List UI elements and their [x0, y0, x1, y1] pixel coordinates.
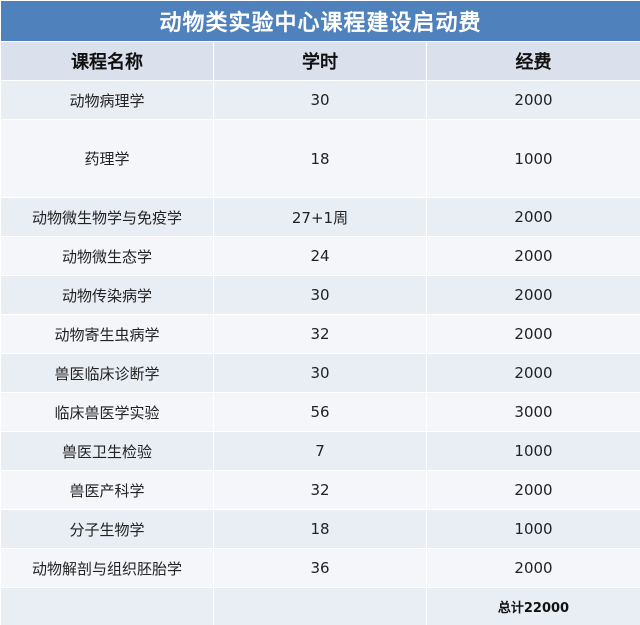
cost-cell: 1000: [426, 509, 640, 549]
table-row: 药理学 18 1000: [0, 119, 640, 198]
table-row: 动物传染病学 30 2000: [0, 275, 640, 315]
cost-cell: 2000: [426, 275, 640, 315]
course-name-cell: 动物病理学: [0, 80, 214, 120]
cost-cell: 2000: [426, 80, 640, 120]
cost-cell: 2000: [426, 197, 640, 237]
table-row: 动物微生态学 24 2000: [0, 236, 640, 276]
course-name-cell: 动物传染病学: [0, 275, 214, 315]
table-row: 兽医临床诊断学 30 2000: [0, 353, 640, 393]
header-course-name: 课程名称: [0, 41, 214, 81]
table-row: 动物解剖与组织胚胎学 36 2000: [0, 548, 640, 588]
course-name-cell: 动物微生物学与免疫学: [0, 197, 214, 237]
hours-cell: 32: [213, 470, 427, 510]
total-cost-cell: 总计22000: [426, 587, 640, 625]
hours-cell: 36: [213, 548, 427, 588]
table-row: 临床兽医学实验 56 3000: [0, 392, 640, 432]
table-row: 兽医卫生检验 7 1000: [0, 431, 640, 471]
course-name-cell: 分子生物学: [0, 509, 214, 549]
course-name-cell: 动物寄生虫病学: [0, 314, 214, 354]
hours-cell: 30: [213, 353, 427, 393]
course-name-cell: 动物微生态学: [0, 236, 214, 276]
header-cost: 经费: [426, 41, 640, 81]
cost-cell: 2000: [426, 236, 640, 276]
hours-cell: 7: [213, 431, 427, 471]
cost-cell: 1000: [426, 431, 640, 471]
cost-cell: 2000: [426, 353, 640, 393]
hours-cell: 30: [213, 275, 427, 315]
cost-cell: 2000: [426, 314, 640, 354]
course-name-cell: 药理学: [0, 119, 214, 198]
hours-cell: 18: [213, 119, 427, 198]
table-row: 动物微生物学与免疫学 27+1周 2000: [0, 197, 640, 237]
cost-cell: 3000: [426, 392, 640, 432]
course-name-cell: 动物解剖与组织胚胎学: [0, 548, 214, 588]
table-row: 分子生物学 18 1000: [0, 509, 640, 549]
hours-cell: 18: [213, 509, 427, 549]
header-row: 课程名称 学时 经费: [0, 41, 640, 81]
cost-cell: 2000: [426, 470, 640, 510]
hours-cell: 27+1周: [213, 197, 427, 237]
hours-cell: 32: [213, 314, 427, 354]
cost-cell: 2000: [426, 548, 640, 588]
header-hours: 学时: [213, 41, 427, 81]
hours-cell: 24: [213, 236, 427, 276]
course-name-cell: 兽医卫生检验: [0, 431, 214, 471]
total-row: 总计22000: [0, 587, 640, 625]
course-name-cell: 兽医产科学: [0, 470, 214, 510]
cost-cell: 1000: [426, 119, 640, 198]
table-title: 动物类实验中心课程建设启动费: [0, 0, 640, 42]
table-row: 动物寄生虫病学 32 2000: [0, 314, 640, 354]
hours-cell: 56: [213, 392, 427, 432]
table-row: 兽医产科学 32 2000: [0, 470, 640, 510]
empty-cell: [213, 587, 427, 625]
course-name-cell: 兽医临床诊断学: [0, 353, 214, 393]
course-name-cell: 临床兽医学实验: [0, 392, 214, 432]
table-row: 动物病理学 30 2000: [0, 80, 640, 120]
empty-cell: [0, 587, 214, 625]
hours-cell: 30: [213, 80, 427, 120]
